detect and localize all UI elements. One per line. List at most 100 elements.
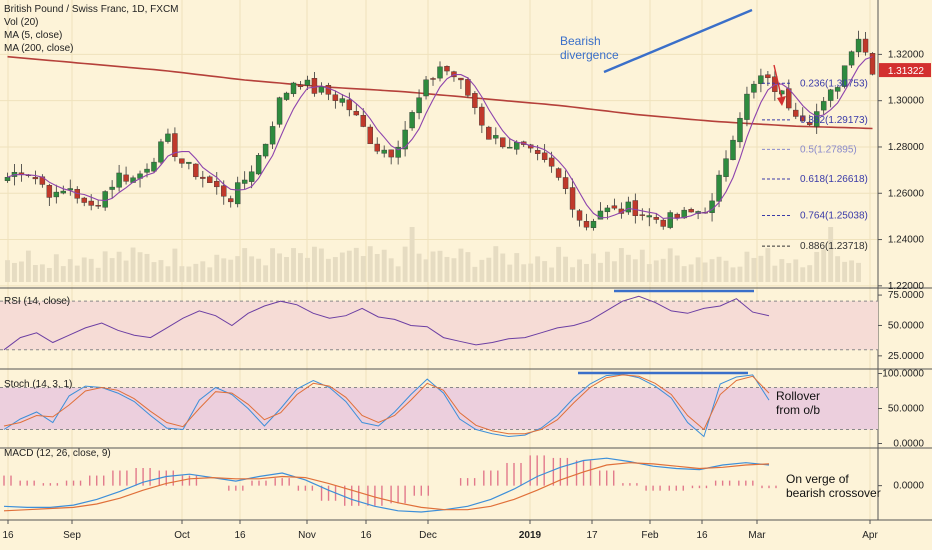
candle-body bbox=[681, 209, 687, 219]
candle-body bbox=[827, 89, 834, 101]
fib-level-label: 0.618(1.26618) bbox=[800, 174, 868, 185]
candle-body bbox=[458, 77, 464, 81]
candle-body bbox=[611, 205, 618, 209]
candle-body bbox=[674, 213, 680, 219]
candle-body bbox=[151, 161, 157, 172]
volume-bar bbox=[646, 264, 652, 282]
volume-bar bbox=[18, 261, 24, 282]
volume-bar bbox=[542, 261, 548, 282]
price-axis[interactable]: 1.32000 1.30000 1.28000 1.26000 1.24000 1.220… bbox=[878, 49, 931, 492]
fib-level-label: 0.236(1.30753) bbox=[800, 78, 868, 89]
rsi-tick-label: 75.0000 bbox=[888, 290, 925, 301]
volume-bar bbox=[570, 267, 575, 282]
volume-bar bbox=[53, 254, 59, 282]
candle-body bbox=[583, 221, 590, 228]
candle-body bbox=[228, 198, 234, 203]
candle-body bbox=[744, 93, 750, 120]
volume-bar bbox=[618, 248, 624, 282]
volume-bar bbox=[67, 259, 73, 282]
candle-body bbox=[758, 75, 764, 84]
volume-bar bbox=[88, 258, 94, 282]
volume-bar bbox=[207, 267, 213, 282]
volume-bar bbox=[32, 264, 38, 282]
candle-body bbox=[737, 117, 743, 143]
volume-bar bbox=[688, 264, 694, 282]
fib-level-label: 0.382(1.29173) bbox=[800, 115, 868, 126]
candle-body bbox=[667, 212, 673, 228]
fib-level-label: 0.5(1.27895) bbox=[800, 144, 857, 155]
volume-bar bbox=[144, 253, 150, 282]
volume-bar bbox=[451, 258, 457, 282]
volume-bar bbox=[765, 248, 771, 282]
ma200-line bbox=[7, 55, 873, 130]
candle-body bbox=[4, 176, 11, 181]
volume-bar bbox=[667, 248, 673, 282]
volume-bar bbox=[200, 261, 206, 282]
price-tick-label: 1.32000 bbox=[888, 49, 925, 60]
volume-bar bbox=[849, 260, 855, 282]
volume-bar bbox=[535, 256, 541, 282]
time-tick-label: 2019 bbox=[519, 530, 542, 541]
volume-bar bbox=[46, 267, 52, 282]
candle-body bbox=[172, 133, 178, 157]
volume-bar bbox=[109, 258, 115, 282]
rsi-line bbox=[3, 295, 770, 351]
current-price-label: 1.31322 bbox=[888, 66, 925, 77]
volume-bar bbox=[716, 256, 722, 282]
volume-bar bbox=[653, 260, 659, 282]
volume-bar bbox=[158, 260, 164, 282]
volume-bar bbox=[151, 262, 157, 282]
candle-body bbox=[395, 146, 401, 158]
candle-body bbox=[53, 191, 60, 198]
candle-body bbox=[221, 185, 227, 197]
candle-body bbox=[660, 219, 666, 227]
candle-body bbox=[479, 106, 485, 126]
volume-bar bbox=[500, 253, 506, 282]
candle-body bbox=[353, 111, 359, 116]
volume-bar bbox=[284, 257, 289, 282]
ma5-path bbox=[7, 56, 873, 219]
candle-body bbox=[444, 66, 450, 72]
volume-bar bbox=[674, 255, 680, 282]
time-axis[interactable]: 16 Sep Oct 16 Nov 16 Dec 2019 17 Feb 16 Mar Apr bbox=[2, 520, 878, 541]
candle-body bbox=[332, 94, 339, 101]
volume-bar bbox=[298, 253, 303, 282]
candle-body bbox=[465, 79, 471, 96]
time-tick-label: Sep bbox=[63, 530, 81, 541]
candle-body bbox=[632, 200, 639, 216]
volume-bar bbox=[458, 248, 464, 282]
price-tick-label: 1.30000 bbox=[888, 96, 925, 107]
candle-body bbox=[116, 172, 122, 188]
candle-body bbox=[765, 74, 771, 79]
volume-bar bbox=[807, 265, 813, 282]
candle-body bbox=[388, 149, 394, 158]
volume-bar bbox=[130, 247, 136, 282]
candle-body bbox=[869, 53, 876, 75]
volume-bar bbox=[751, 257, 757, 282]
candle-body bbox=[179, 158, 185, 164]
volume-bar bbox=[709, 259, 715, 282]
candle-body bbox=[283, 92, 290, 100]
ma200-path bbox=[7, 55, 873, 130]
candle-body bbox=[262, 143, 269, 157]
volume-bar bbox=[39, 264, 45, 282]
volume-bar bbox=[5, 260, 10, 282]
candle-body bbox=[109, 186, 115, 190]
candle-body bbox=[346, 99, 353, 111]
candle-body bbox=[625, 201, 632, 213]
macd-signal-line bbox=[3, 462, 770, 512]
volume-bar bbox=[374, 254, 380, 282]
volume-bar bbox=[695, 257, 701, 282]
candle-body bbox=[800, 115, 806, 122]
volume-bar bbox=[639, 249, 645, 282]
volume-bar bbox=[228, 259, 234, 282]
volume-bar bbox=[74, 265, 80, 282]
candle-body bbox=[269, 126, 276, 145]
candle-body bbox=[381, 149, 387, 154]
volume-bar bbox=[591, 253, 596, 282]
candle-body bbox=[255, 155, 262, 175]
fibonacci-levels: 0.236(1.30753) 0.382(1.29173) 0.5(1.27895)… bbox=[762, 78, 868, 252]
volume-bar bbox=[388, 258, 394, 282]
volume-bar bbox=[793, 259, 799, 282]
